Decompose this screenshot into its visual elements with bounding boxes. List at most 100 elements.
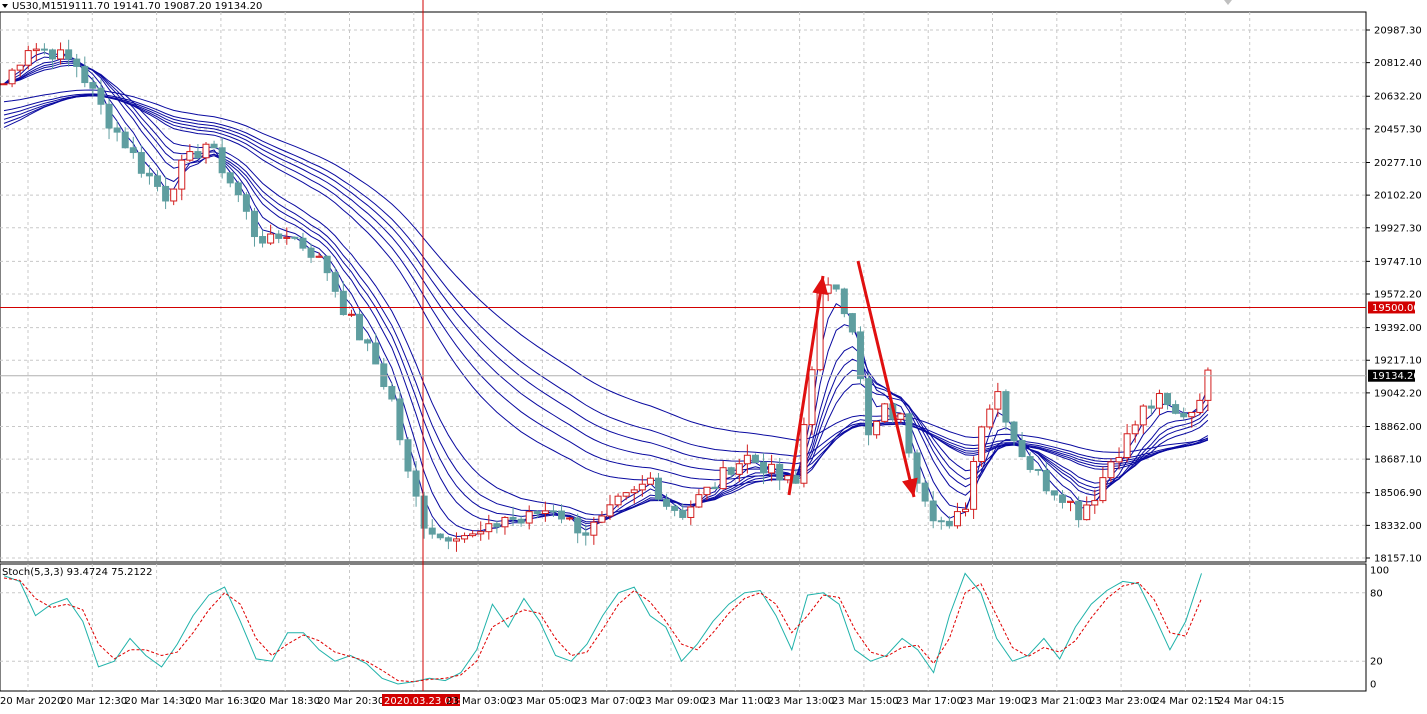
candle-body (727, 467, 735, 475)
candle-body (784, 475, 792, 481)
candle-body (646, 477, 654, 485)
candle (234, 180, 242, 203)
scroll-shift-icon[interactable] (1224, 0, 1232, 5)
price-tick-label: 18687.10 (1374, 455, 1422, 466)
candle-body (32, 48, 40, 52)
time-tick-label: 20 Mar 14:30 (125, 696, 192, 707)
candle-body (315, 255, 323, 258)
candle-body (937, 520, 945, 523)
candle (210, 140, 218, 149)
candle-body (1155, 393, 1163, 409)
candle (881, 402, 889, 423)
price-tick-label: 18862.00 (1374, 422, 1422, 433)
candle (1155, 389, 1163, 416)
candle (1018, 432, 1026, 458)
candle-body (412, 470, 420, 497)
time-tick-label: 23 Mar 19:00 (961, 696, 1028, 707)
candle (986, 404, 994, 430)
price-tick-label: 19042.20 (1374, 388, 1422, 399)
candle-body (1010, 421, 1018, 441)
candle (1204, 367, 1212, 412)
candle-body (1091, 500, 1099, 506)
candle-body (234, 182, 242, 196)
candle (646, 472, 654, 485)
candle-body (598, 515, 606, 523)
candle-body (194, 151, 202, 159)
candle (970, 456, 978, 519)
candle (590, 517, 598, 545)
candle (1010, 420, 1018, 446)
candle (800, 417, 808, 488)
candle-body (178, 159, 186, 190)
candle (218, 137, 226, 179)
candle-body (1026, 456, 1034, 470)
candle-body (590, 521, 598, 536)
candle-body (671, 505, 679, 511)
candle-body (1034, 468, 1042, 471)
candle-body (865, 378, 873, 436)
candle (1107, 458, 1115, 482)
candle (356, 309, 364, 341)
candle-body (566, 517, 574, 520)
candle-body (307, 247, 315, 258)
candle (832, 284, 840, 292)
candle-body (16, 64, 24, 71)
candle (250, 207, 258, 247)
candle (145, 164, 153, 185)
candle-body (154, 175, 162, 187)
candle (299, 232, 307, 251)
candle (776, 457, 784, 491)
candle-body (606, 504, 614, 517)
down-arrow-head (902, 477, 918, 497)
candle-body (663, 498, 671, 507)
candle-body (1018, 439, 1026, 458)
price-axis: 20987.30 20812.40 20632.20 20457.30 20277.10… (1366, 26, 1422, 691)
candle (1091, 489, 1099, 514)
candle (962, 502, 970, 517)
candle (226, 172, 234, 188)
candle-body (776, 463, 784, 481)
candle (81, 56, 89, 88)
candle-body (1147, 405, 1155, 409)
indicator-label: Stoch(5,3,3) 93.4724 75.2122 (2, 567, 153, 578)
candle-body (848, 313, 856, 333)
candle (73, 53, 81, 78)
candle-body (97, 87, 105, 105)
candle (1115, 447, 1123, 470)
candle-body (48, 49, 56, 60)
candle-body (1115, 457, 1123, 463)
candle (364, 338, 372, 352)
stoch-main-line (3, 572, 1202, 685)
candle (1058, 490, 1066, 509)
candle-body (186, 151, 194, 161)
candle-body (654, 477, 662, 500)
candle-body (347, 313, 355, 316)
time-tick-label: 20 Mar 20:30 (318, 696, 385, 707)
candle (57, 42, 65, 65)
candle (525, 505, 533, 530)
candle (452, 532, 460, 552)
candle (808, 366, 816, 436)
candle (40, 43, 48, 55)
candle-body (81, 65, 89, 84)
candle-body (57, 49, 65, 60)
chart-menu-arrow-icon[interactable] (2, 4, 8, 8)
candle (436, 533, 444, 541)
candle (267, 224, 275, 246)
candle-body (994, 391, 1002, 410)
candle (1172, 400, 1180, 415)
candle-body (40, 48, 48, 51)
candle-body (1131, 424, 1139, 435)
candle-body (1188, 411, 1196, 418)
candle-body (970, 460, 978, 510)
hline-label-box (1368, 301, 1415, 314)
candle (186, 144, 194, 162)
stoch-level-label: 20 (1370, 657, 1383, 668)
candle-body (436, 533, 444, 539)
price-tick-label: 19747.10 (1374, 257, 1422, 268)
candle-body (210, 143, 218, 149)
candle (121, 127, 129, 149)
candle-body (856, 331, 864, 380)
candle-body (760, 461, 768, 474)
candle (663, 493, 671, 510)
